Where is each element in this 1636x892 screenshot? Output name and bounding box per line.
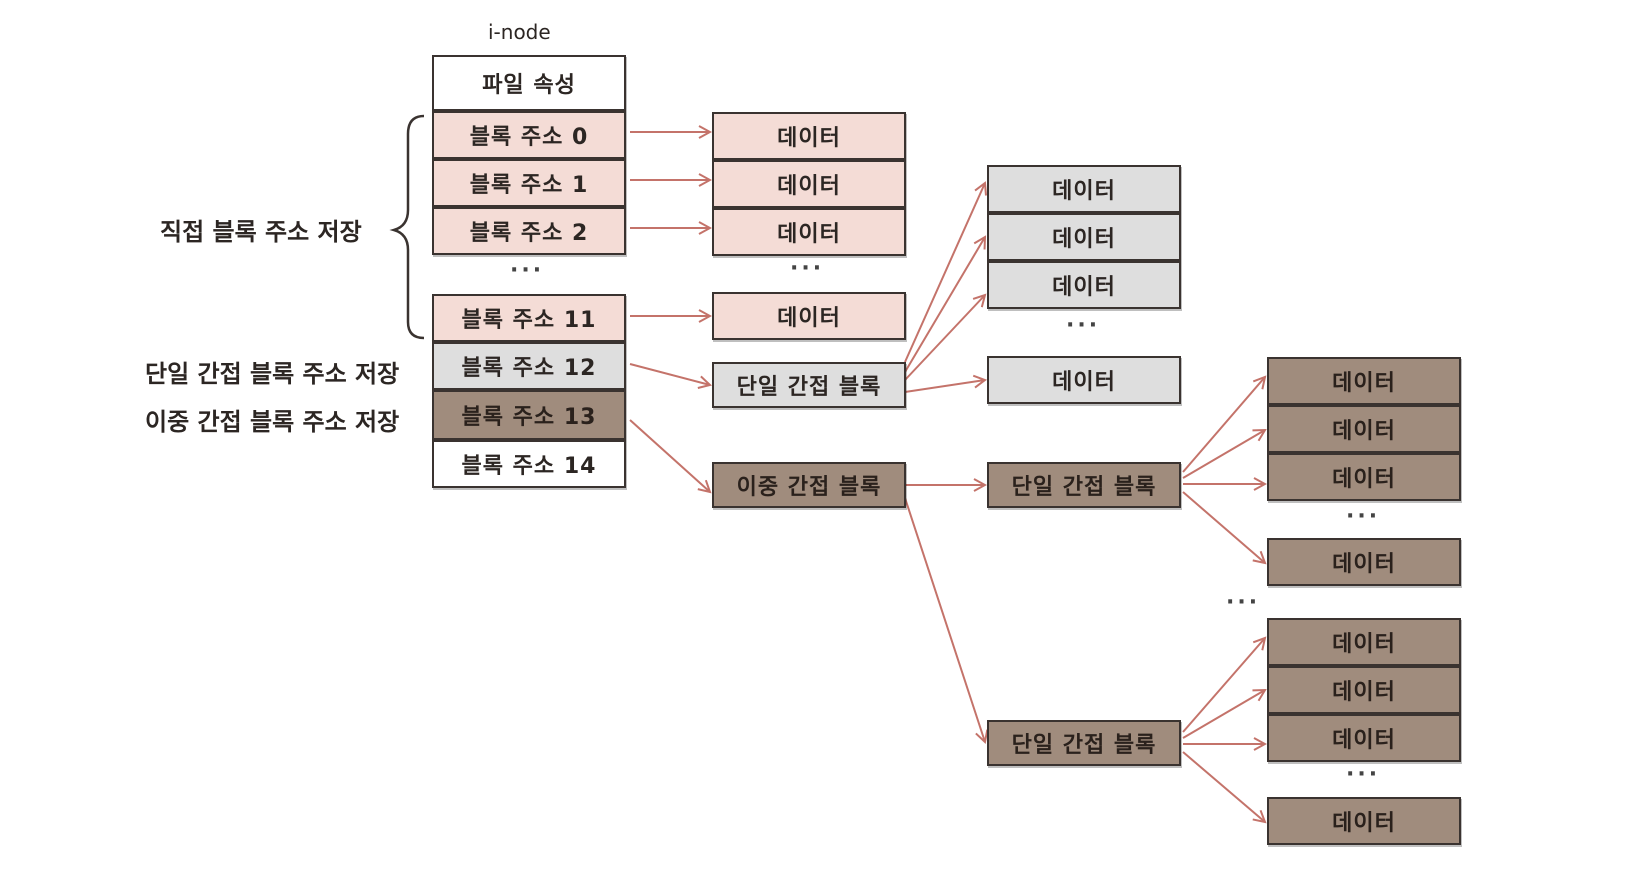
arrow-addr12 xyxy=(629,363,710,385)
direct-data-ellipsis: ··· xyxy=(790,256,825,281)
arrow-addr13 xyxy=(629,419,710,492)
inode-address-1: 블록 주소 1 xyxy=(432,159,626,207)
single-indirect-block-3: 단일 간접 블록 xyxy=(987,720,1181,766)
arrow-di-si3 xyxy=(904,497,985,742)
si2-data-3: 데이터 xyxy=(1267,538,1461,586)
arrow-si2-d2 xyxy=(1182,430,1265,479)
arrow-si1-d4 xyxy=(904,380,985,393)
si3-data-2: 데이터 xyxy=(1267,714,1461,762)
arrow-si2-d4 xyxy=(1182,491,1265,563)
arrow-si3-d4 xyxy=(1182,751,1265,822)
si3-data-1: 데이터 xyxy=(1267,666,1461,714)
si1-data-2: 데이터 xyxy=(987,261,1181,309)
si3-data-3: 데이터 xyxy=(1267,797,1461,845)
middle-ellipsis: ··· xyxy=(1226,590,1261,615)
direct-data-2: 데이터 xyxy=(712,208,906,256)
si2-ellipsis: ··· xyxy=(1346,504,1381,529)
direct-data-0: 데이터 xyxy=(712,112,906,160)
si2-data-2: 데이터 xyxy=(1267,453,1461,501)
si2-data-1: 데이터 xyxy=(1267,405,1461,453)
si1-data-3: 데이터 xyxy=(987,356,1181,404)
inode-address-11: 블록 주소 11 xyxy=(432,294,626,342)
direct-brace xyxy=(389,114,425,340)
si1-data-1: 데이터 xyxy=(987,213,1181,261)
arrow-si3-d2 xyxy=(1182,690,1265,739)
si1-ellipsis: ··· xyxy=(1066,313,1101,338)
file-attributes-cell: 파일 속성 xyxy=(432,55,626,111)
inode-address-2: 블록 주소 2 xyxy=(432,207,626,255)
si1-data-0: 데이터 xyxy=(987,165,1181,213)
arrow-si1-d2 xyxy=(904,237,985,373)
direct-data-1: 데이터 xyxy=(712,160,906,208)
label-single-indirect: 단일 간접 블록 주소 저장 xyxy=(145,360,400,388)
arrow-si1-d1 xyxy=(904,183,985,363)
inode-address-0: 블록 주소 0 xyxy=(432,111,626,159)
inode-address-13: 블록 주소 13 xyxy=(432,390,626,440)
label-double-indirect: 이중 간접 블록 주소 저장 xyxy=(145,408,400,436)
arrow-si2-d1 xyxy=(1182,377,1265,473)
direct-data-11: 데이터 xyxy=(712,292,906,340)
double-indirect-block: 이중 간접 블록 xyxy=(712,462,906,508)
arrow-si3-d1 xyxy=(1182,638,1265,733)
inode-ellipsis: ··· xyxy=(510,258,545,283)
single-indirect-block-1: 단일 간접 블록 xyxy=(712,362,906,408)
inode-address-12: 블록 주소 12 xyxy=(432,342,626,390)
inode-address-14: 블록 주소 14 xyxy=(432,440,626,488)
si3-ellipsis: ··· xyxy=(1346,762,1381,787)
arrow-si1-d3 xyxy=(904,295,985,381)
inode-title: i-node xyxy=(488,20,551,44)
si2-data-0: 데이터 xyxy=(1267,357,1461,405)
label-direct: 직접 블록 주소 저장 xyxy=(160,218,362,246)
single-indirect-block-2: 단일 간접 블록 xyxy=(987,462,1181,508)
si3-data-0: 데이터 xyxy=(1267,618,1461,666)
